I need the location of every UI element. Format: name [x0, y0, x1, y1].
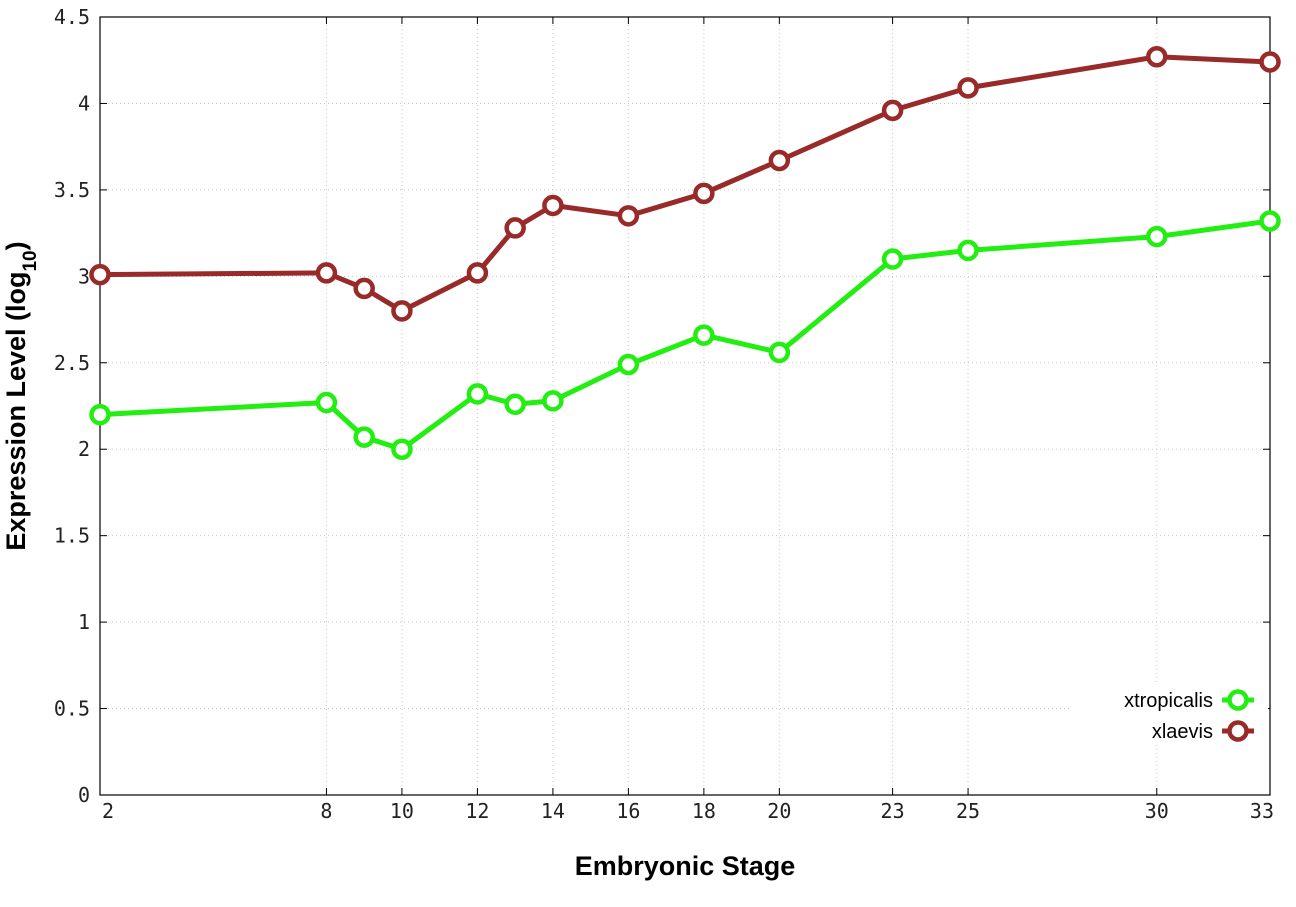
data-point [466, 262, 489, 284]
x-axis-title: Embryonic Stage [575, 851, 796, 881]
y-axis-title: Expression Level (log10) [1, 241, 41, 550]
x-tick-label: 25 [956, 799, 980, 823]
data-point [353, 277, 375, 300]
data-point [542, 390, 564, 412]
x-tick-label: 12 [465, 799, 489, 823]
y-tick-label: 2 [78, 437, 90, 461]
x-tick-label: 18 [692, 799, 716, 823]
x-tick-label: 33 [1250, 799, 1274, 823]
x-tick-label: 23 [881, 799, 905, 823]
data-point [617, 205, 640, 227]
y-tick-label: 2.5 [54, 351, 90, 375]
legend-swatch-marker [1227, 720, 1249, 742]
x-tick-label: 16 [616, 799, 640, 823]
y-tick-label: 3 [78, 264, 90, 288]
data-point [353, 426, 375, 448]
data-point [768, 341, 791, 364]
data-point [1146, 46, 1168, 68]
series-xtropicalis [89, 210, 1281, 460]
legend-label: xtropicalis [1124, 690, 1213, 712]
data-point [881, 248, 904, 270]
data-point [89, 403, 111, 426]
data-point [391, 438, 413, 460]
grid [100, 17, 1270, 795]
data-point [1259, 51, 1281, 73]
data-point [89, 263, 111, 286]
legend-label: xlaevis [1152, 721, 1213, 743]
data-point [1259, 210, 1281, 232]
data-point [693, 324, 715, 346]
data-point [504, 393, 526, 416]
y-tick-label: 4 [78, 91, 90, 115]
x-tick-label: 2 [102, 799, 114, 823]
series-xlaevis [89, 46, 1281, 322]
legend: xtropicalis xlaevis [1072, 683, 1268, 745]
y-axis-title-main: Expression Level (log [1, 272, 31, 551]
data-point [957, 239, 979, 262]
series-line [99, 218, 1271, 452]
y-tick-label: 0 [78, 783, 90, 807]
y-tick-label: 3.5 [54, 178, 90, 202]
data-point [957, 77, 979, 99]
data-point [315, 391, 338, 414]
y-axis-title-close: ) [1, 241, 31, 250]
data-point [693, 182, 715, 205]
data-point [542, 194, 564, 217]
data-point [1146, 225, 1168, 248]
legend-swatch-marker [1227, 689, 1249, 711]
data-point [881, 99, 904, 122]
x-axis: 2 8 10 12 14 16 18 20 23 25 30 33 [99, 17, 1274, 823]
series-line [99, 54, 1271, 314]
x-tick-label: 30 [1145, 799, 1169, 823]
y-tick-label: 0.5 [54, 697, 90, 721]
data-point [768, 149, 791, 172]
series-layer [89, 46, 1281, 460]
y-axis: 0 0.5 1 1.5 2 2.5 3 3.5 4 4.5 [54, 5, 1270, 807]
x-tick-label: 20 [767, 799, 791, 823]
y-axis-title-subscript: 10 [20, 250, 41, 271]
data-point [617, 353, 640, 376]
x-tick-label: 14 [541, 799, 565, 823]
y-tick-label: 1.5 [54, 524, 90, 548]
data-point [315, 262, 338, 284]
y-tick-label: 4.5 [54, 5, 90, 29]
data-point [391, 300, 413, 322]
x-tick-label: 8 [320, 799, 332, 823]
x-tick-label: 10 [390, 799, 414, 823]
y-tick-label: 1 [78, 610, 90, 634]
data-point [466, 383, 489, 405]
data-point [504, 217, 526, 239]
